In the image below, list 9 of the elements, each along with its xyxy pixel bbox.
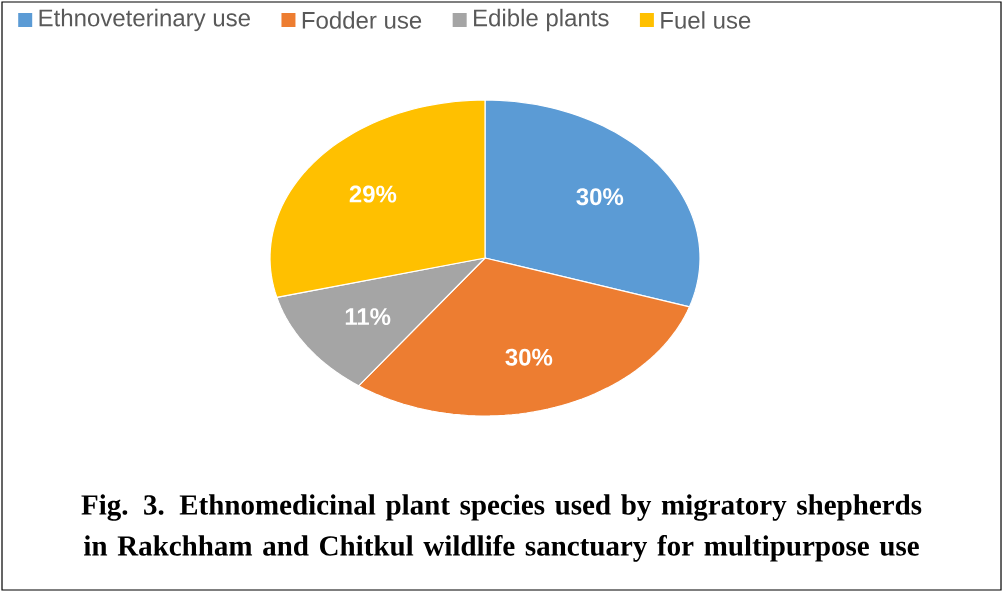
data-label: 11% — [345, 308, 391, 326]
data-label: 30% — [505, 348, 553, 366]
text: Fig. 3. Ethnomedicinal plant species used by migratory shepherds in Rakchham and Chitkul wildlife sanctuary for multipurpose use — [81, 494, 922, 562]
data-label: 30% — [576, 188, 624, 206]
data-label: 29% — [349, 185, 397, 203]
legend-label: Edible plants — [474, 8, 609, 32]
legend-label: Fodder use — [302, 11, 422, 29]
legend-label: Ethnoveterinary use — [39, 8, 250, 32]
legend-label: Fuel use — [661, 11, 751, 29]
